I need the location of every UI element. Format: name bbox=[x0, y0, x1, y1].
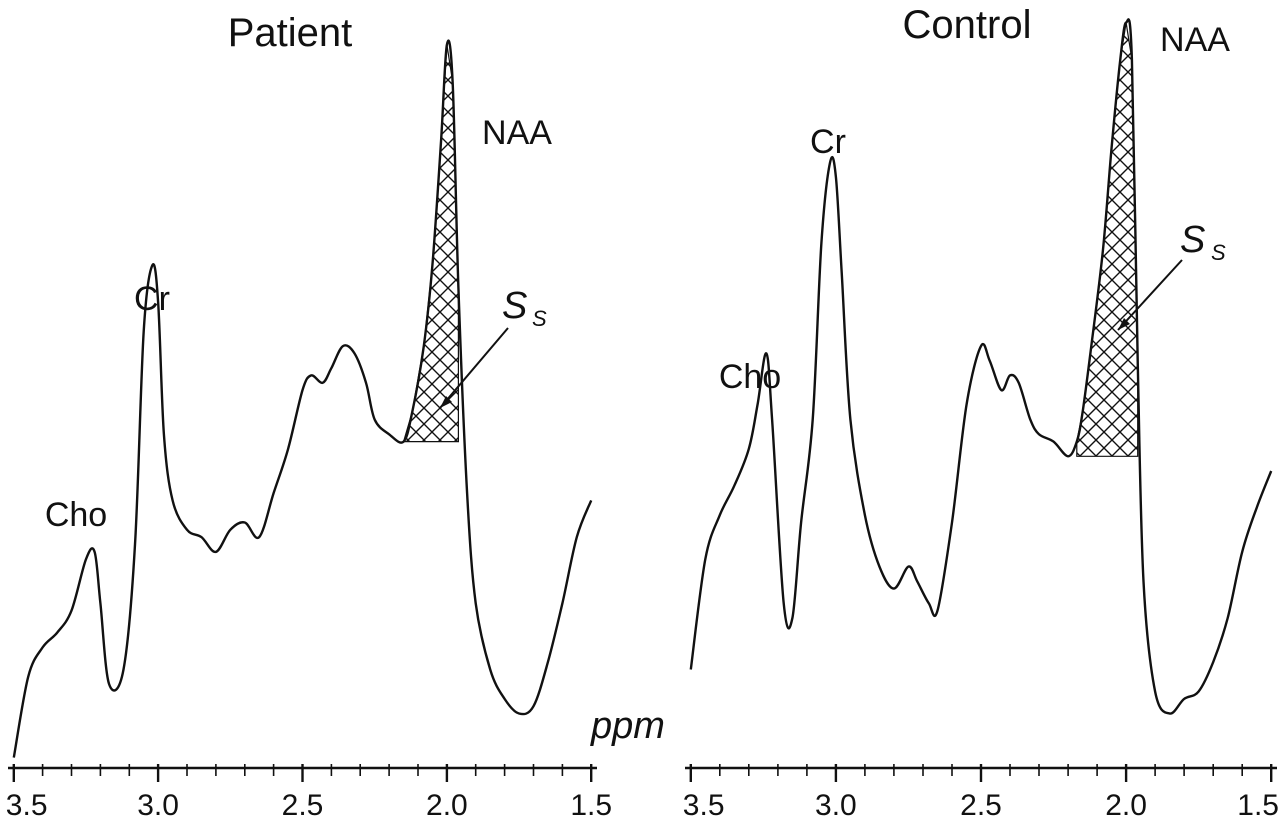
control-ss-subscript: S bbox=[1211, 240, 1226, 265]
x-axis-unit-label: ppm bbox=[590, 705, 665, 747]
patient-tick-label: 3.5 bbox=[6, 789, 48, 822]
control-tick-label: 3.0 bbox=[815, 789, 857, 822]
patient-plot-area bbox=[12, 39, 593, 758]
patient-ss-subscript: S bbox=[532, 306, 547, 331]
patient-naa-shaded-region bbox=[402, 44, 459, 443]
patient-spectrum-panel: Patient 3.5 3.0 2.5 2.0 1.5 ppm Cho Cr NAA S… bbox=[6, 11, 665, 822]
control-ss-label: S bbox=[1180, 219, 1205, 261]
control-peak-label-naa: NAA bbox=[1160, 21, 1230, 59]
control-spectrum-panel: Control 3.5 3.0 2.5 2.0 1.5 Cho Cr NAA S S bbox=[683, 3, 1279, 822]
control-tick-label: 3.5 bbox=[683, 789, 725, 822]
control-spectrum-line bbox=[689, 18, 1273, 715]
patient-tick-label: 2.0 bbox=[426, 789, 468, 822]
control-tick-label: 2.5 bbox=[960, 789, 1002, 822]
patient-x-axis: 3.5 3.0 2.5 2.0 1.5 bbox=[6, 764, 612, 822]
patient-peak-label-cr: Cr bbox=[134, 280, 170, 318]
control-title: Control bbox=[903, 3, 1032, 47]
patient-title: Patient bbox=[228, 11, 353, 55]
control-ss-arrow bbox=[1117, 259, 1183, 331]
patient-peak-label-naa: NAA bbox=[482, 114, 552, 152]
patient-tick-label: 2.5 bbox=[282, 789, 324, 822]
patient-ss-arrow bbox=[439, 327, 509, 409]
control-plot-area bbox=[689, 18, 1273, 715]
patient-tick-label: 3.0 bbox=[137, 789, 179, 822]
control-x-axis: 3.5 3.0 2.5 2.0 1.5 bbox=[683, 764, 1279, 822]
patient-ss-annotation: S S bbox=[439, 285, 547, 409]
control-ss-annotation: S S bbox=[1117, 219, 1226, 331]
control-tick-label: 2.0 bbox=[1105, 789, 1147, 822]
patient-peak-label-cho: Cho bbox=[45, 496, 107, 534]
control-tick-label: 1.5 bbox=[1237, 789, 1279, 822]
patient-ss-label: S bbox=[502, 285, 527, 327]
patient-tick-label: 1.5 bbox=[570, 789, 612, 822]
control-peak-label-cr: Cr bbox=[810, 123, 846, 161]
control-ss-arrowhead bbox=[1118, 318, 1130, 330]
control-peak-label-cho: Cho bbox=[719, 358, 781, 396]
patient-ss-arrowhead bbox=[440, 396, 452, 408]
patient-spectrum-line bbox=[12, 39, 593, 758]
